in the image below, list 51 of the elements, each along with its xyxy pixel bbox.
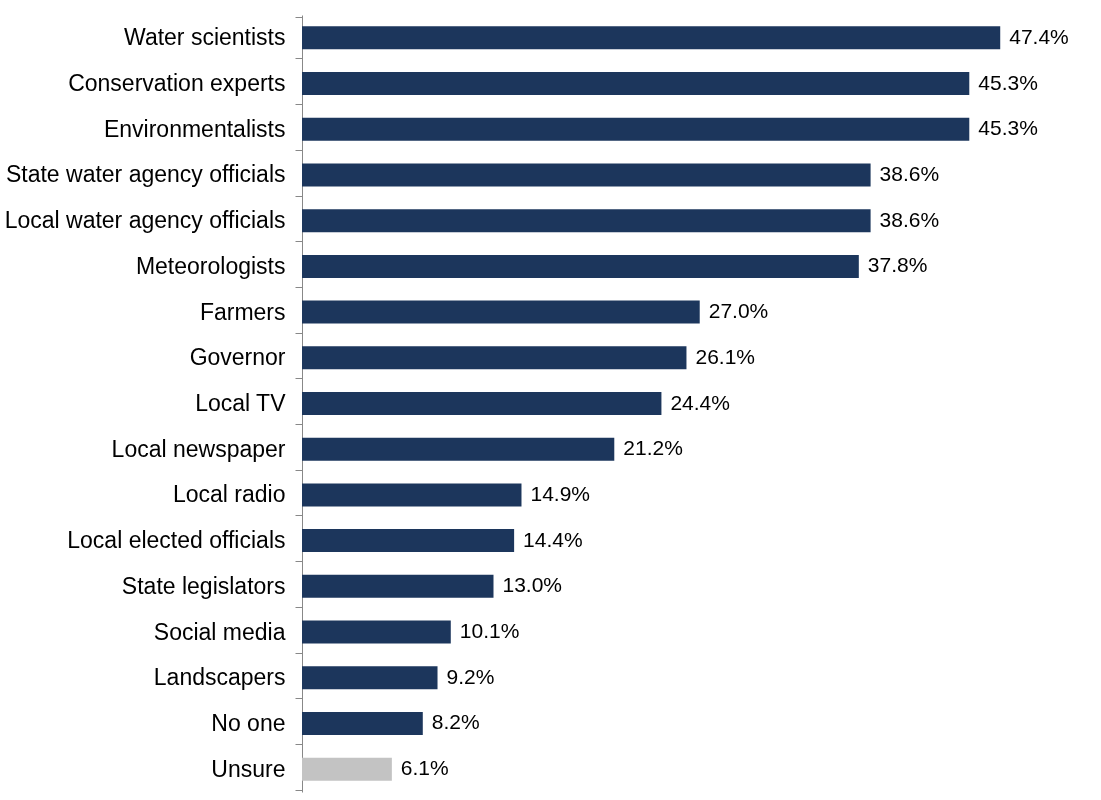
data-label: 37.8%	[867, 253, 928, 277]
y-tick-label: Conservation experts	[68, 70, 286, 97]
y-tick-label: Landscapers	[153, 664, 286, 691]
bar	[302, 117, 970, 141]
bar	[302, 209, 871, 233]
y-tick-label: Unsure	[211, 755, 286, 782]
bar	[302, 529, 515, 553]
data-label: 47.4%	[1009, 24, 1069, 48]
data-label: 26.1%	[695, 344, 756, 368]
y-tick-label: Local water agency officials	[4, 207, 286, 234]
data-label: 14.4%	[523, 527, 583, 551]
y-tick-label: Meteorologists	[135, 252, 286, 279]
data-label: 38.6%	[879, 207, 940, 231]
bar	[302, 757, 392, 781]
data-label: 21.2%	[623, 436, 683, 460]
y-tick-label: No one	[211, 709, 286, 736]
y-tick-label: Governor	[189, 344, 286, 371]
bar	[302, 437, 615, 461]
data-label: 27.0%	[708, 299, 769, 323]
y-tick-label: State legislators	[121, 572, 286, 599]
bar	[302, 254, 859, 278]
y-tick-label: Farmers	[199, 298, 286, 325]
data-label: 14.9%	[530, 481, 591, 505]
y-tick-label: Local TV	[195, 390, 287, 416]
y-tick-label: Water scientists	[124, 24, 286, 51]
bar	[302, 72, 970, 96]
data-label: 13.0%	[502, 573, 563, 597]
data-label: 45.3%	[978, 116, 1038, 140]
data-label: 24.4%	[670, 390, 730, 414]
bar	[302, 620, 451, 644]
data-label: 9.2%	[446, 664, 495, 688]
bar	[302, 666, 438, 690]
data-label: 38.6%	[879, 161, 940, 185]
bar	[302, 711, 423, 735]
y-tick-label: Environmentalists	[103, 115, 286, 142]
data-label: 45.3%	[978, 70, 1038, 94]
data-label: 10.1%	[459, 619, 520, 643]
y-tick-label: Local radio	[172, 481, 286, 508]
y-tick-label: Local newspaper	[111, 435, 286, 462]
bar	[302, 392, 662, 415]
data-label: 8.2%	[431, 710, 480, 734]
bar	[302, 300, 700, 324]
bar	[302, 574, 494, 598]
y-tick-label: Social media	[153, 618, 286, 645]
y-tick-label: State water agency officials	[5, 161, 286, 188]
y-tick-label: Local elected officials	[67, 527, 286, 554]
bar	[302, 346, 687, 370]
bar	[302, 483, 522, 507]
data-label: 6.1%	[400, 756, 449, 780]
bar	[302, 163, 871, 187]
bar	[302, 26, 1001, 50]
